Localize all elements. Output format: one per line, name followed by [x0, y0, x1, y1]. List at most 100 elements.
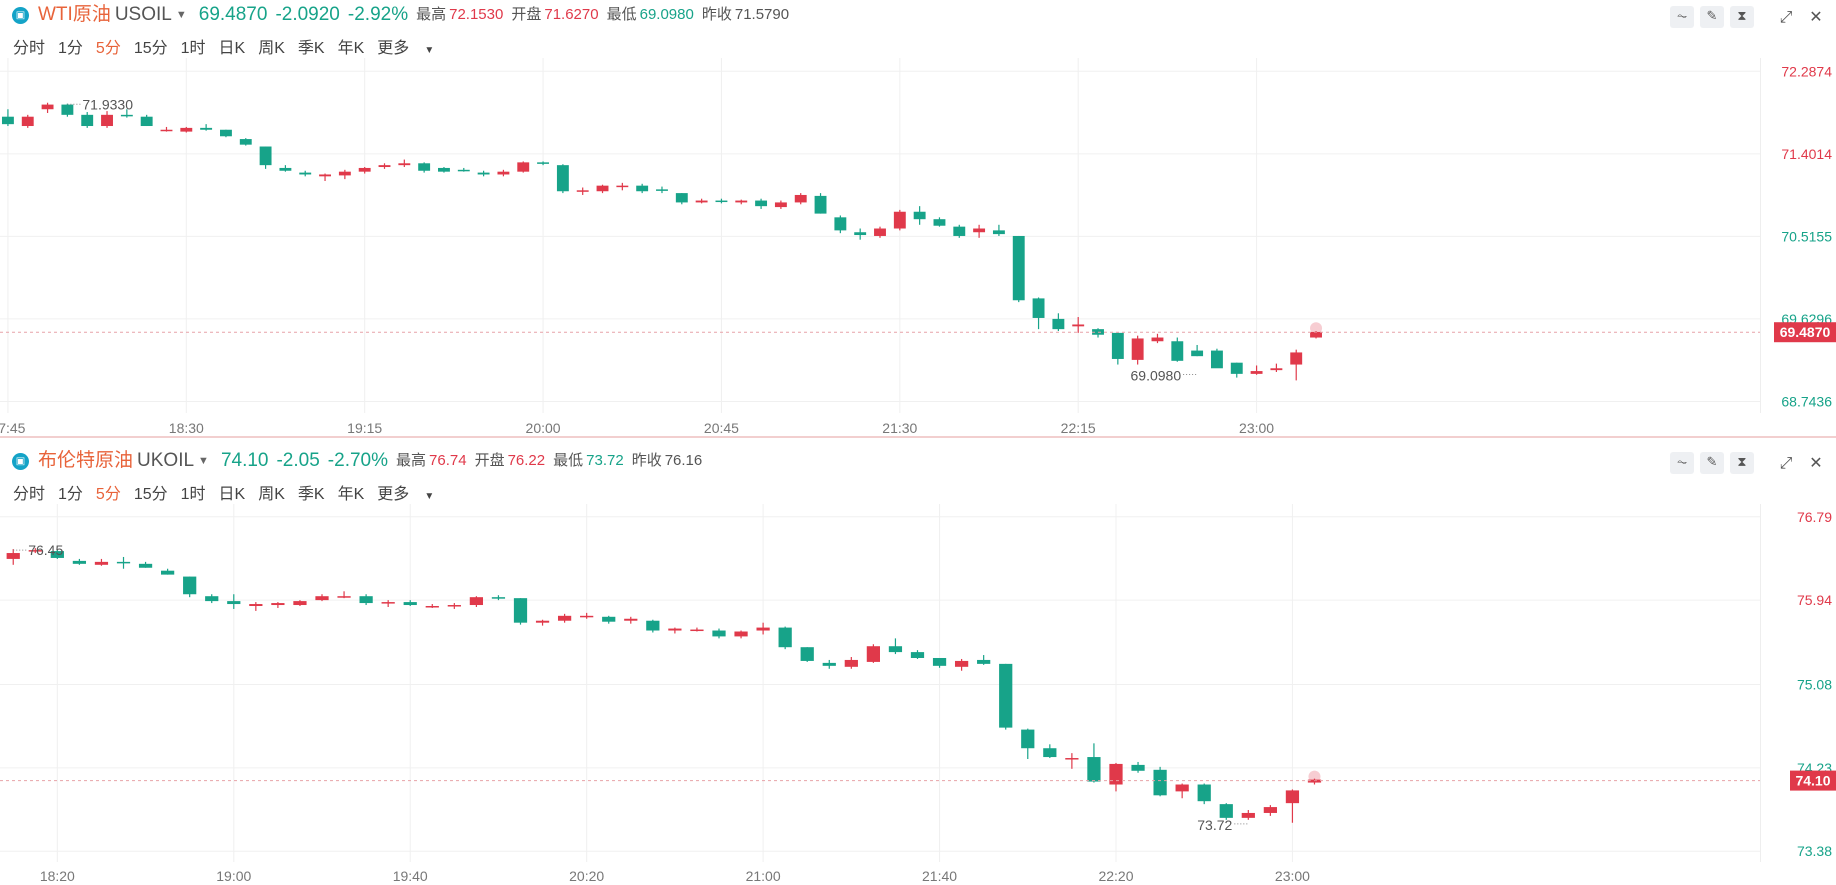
line-chart-icon[interactable]: ⏦	[1670, 6, 1694, 28]
candle[interactable]	[1241, 810, 1255, 820]
candle[interactable]	[910, 650, 925, 659]
candle[interactable]	[854, 228, 867, 240]
candle[interactable]	[596, 184, 609, 194]
candle[interactable]	[81, 112, 94, 128]
candle[interactable]	[913, 206, 926, 225]
candle[interactable]	[954, 658, 969, 671]
line-chart-icon[interactable]: ⏦	[1670, 452, 1694, 474]
candle[interactable]	[535, 619, 550, 626]
candle[interactable]	[140, 114, 153, 127]
candlestick-chart[interactable]: 72.287471.401470.515569.629668.743617:45…	[0, 58, 1836, 438]
candle[interactable]	[1263, 805, 1277, 816]
expand-icon[interactable]: ⤢	[1779, 7, 1793, 26]
candle[interactable]	[695, 198, 708, 204]
candle[interactable]	[447, 603, 461, 609]
period-tab-5m[interactable]: 5分	[95, 40, 121, 57]
candle[interactable]	[1021, 728, 1035, 760]
candle[interactable]	[381, 600, 395, 607]
candle[interactable]	[425, 604, 439, 608]
candle[interactable]	[239, 138, 252, 146]
candle[interactable]	[1153, 766, 1167, 797]
candle[interactable]	[120, 109, 133, 118]
candle[interactable]	[160, 126, 173, 132]
period-tab-1h[interactable]: 1时	[180, 40, 206, 57]
candle[interactable]	[101, 111, 113, 128]
candle[interactable]	[866, 644, 880, 663]
candle[interactable]	[1250, 365, 1263, 375]
chevron-down-icon[interactable]: ▼	[198, 455, 209, 467]
candle[interactable]	[319, 173, 331, 181]
candle[interactable]	[977, 655, 991, 665]
candle[interactable]	[41, 102, 54, 113]
candle[interactable]	[1043, 744, 1057, 759]
candle[interactable]	[337, 591, 351, 599]
period-tab-5m[interactable]: 5分	[95, 486, 121, 503]
candle[interactable]	[259, 146, 272, 169]
candle[interactable]	[888, 638, 903, 655]
candle[interactable]	[116, 556, 131, 569]
candle[interactable]	[624, 616, 638, 624]
candle[interactable]	[1210, 348, 1223, 369]
period-tab-quarter[interactable]: 季K	[297, 40, 325, 57]
candle[interactable]	[933, 217, 946, 227]
candle[interactable]	[973, 224, 986, 238]
candle[interactable]	[1131, 335, 1144, 365]
candle[interactable]	[138, 561, 153, 568]
candlestick-icon[interactable]: ⧗	[1730, 6, 1754, 28]
candle[interactable]	[6, 549, 20, 565]
candle[interactable]	[161, 568, 175, 575]
candle[interactable]	[378, 163, 391, 169]
close-icon[interactable]: ✕	[1809, 7, 1823, 26]
candle[interactable]	[602, 615, 616, 624]
candle[interactable]	[469, 596, 484, 607]
candle[interactable]	[755, 198, 768, 209]
candle[interactable]	[1012, 235, 1025, 303]
candle[interactable]	[21, 114, 34, 128]
candle[interactable]	[668, 627, 682, 634]
period-tab-1h[interactable]: 1时	[180, 486, 206, 503]
candle[interactable]	[822, 659, 836, 669]
candle[interactable]	[457, 167, 470, 172]
period-tab-week[interactable]: 周K	[258, 486, 285, 503]
candle[interactable]	[814, 193, 827, 214]
candle[interactable]	[1151, 333, 1164, 344]
candle[interactable]	[1, 109, 14, 127]
candle[interactable]	[794, 193, 807, 205]
candle[interactable]	[834, 215, 847, 234]
candle[interactable]	[636, 183, 649, 194]
candle[interactable]	[517, 161, 530, 173]
candle[interactable]	[1065, 753, 1079, 769]
period-tab-day[interactable]: 日K	[218, 486, 246, 503]
candle[interactable]	[556, 164, 569, 194]
candle[interactable]	[271, 602, 285, 608]
period-tab-day[interactable]: 日K	[218, 40, 246, 57]
candle[interactable]	[293, 600, 307, 607]
candle[interactable]	[359, 594, 373, 606]
candle[interactable]	[844, 657, 858, 669]
candle[interactable]	[72, 558, 87, 565]
period-tab-1m[interactable]: 1分	[58, 40, 83, 57]
candle[interactable]	[1171, 337, 1184, 362]
period-tab-15m[interactable]: 15分	[133, 40, 168, 57]
candle[interactable]	[1270, 363, 1283, 373]
candle[interactable]	[778, 626, 792, 650]
period-tab-year[interactable]: 年K	[337, 40, 365, 57]
candle[interactable]	[715, 198, 728, 204]
candle[interactable]	[477, 170, 490, 177]
candle[interactable]	[28, 548, 42, 554]
candle[interactable]	[774, 200, 787, 209]
candle[interactable]	[438, 167, 450, 173]
candle[interactable]	[932, 657, 947, 668]
candle[interactable]	[1052, 313, 1065, 332]
candle[interactable]	[690, 627, 704, 632]
candle[interactable]	[200, 124, 213, 131]
close-icon[interactable]: ✕	[1809, 453, 1823, 472]
candle[interactable]	[227, 594, 241, 609]
candle[interactable]	[537, 161, 550, 166]
candle[interactable]	[50, 549, 64, 559]
candle[interactable]	[418, 162, 431, 173]
candle[interactable]	[999, 663, 1013, 730]
candle[interactable]	[893, 209, 906, 231]
draw-pen-icon[interactable]: ✎	[1700, 6, 1724, 28]
